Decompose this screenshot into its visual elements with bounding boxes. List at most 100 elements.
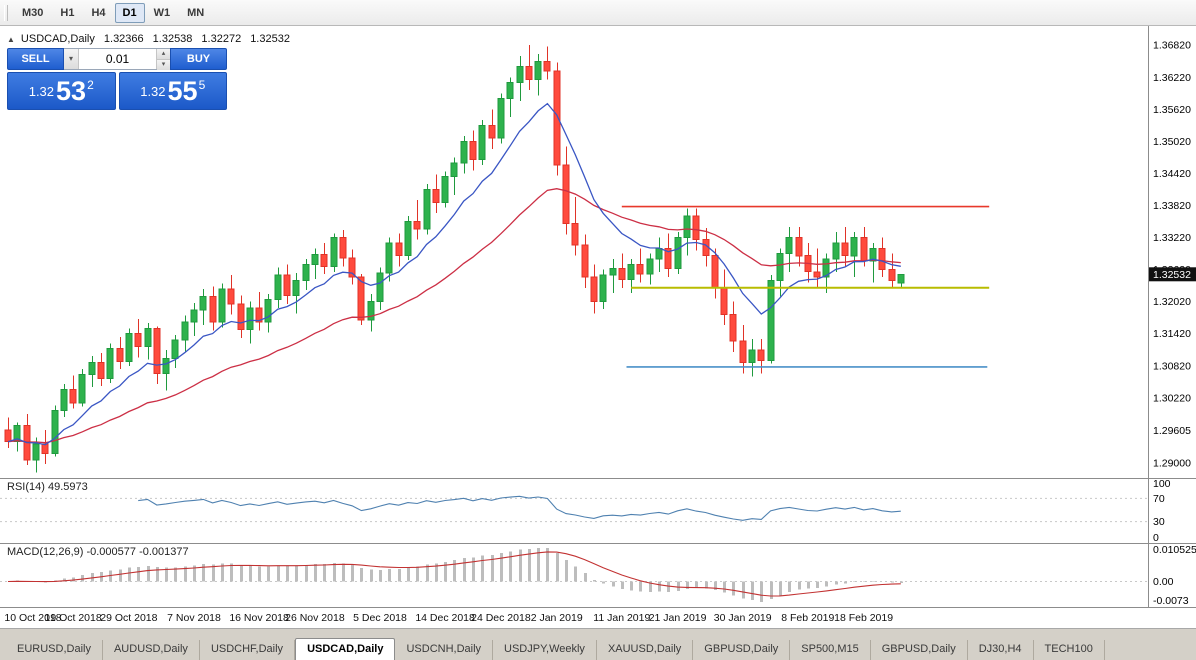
candle-body xyxy=(396,243,402,256)
tab-sp500-m15[interactable]: SP500,M15 xyxy=(790,640,870,660)
tab-xauusd-daily[interactable]: XAUUSD,Daily xyxy=(597,640,693,660)
candle-body xyxy=(563,165,569,224)
tab-usdchf-daily[interactable]: USDCHF,Daily xyxy=(200,640,295,660)
price-tick-label: 1.33220 xyxy=(1153,232,1191,244)
candle-body xyxy=(693,216,699,240)
volume-down-icon[interactable]: ▾ xyxy=(157,60,170,70)
ask-prefix: 1.32 xyxy=(140,84,165,99)
timeframe-button-h1[interactable]: H1 xyxy=(52,3,82,23)
candle-body xyxy=(182,322,188,340)
candle-body xyxy=(126,334,132,362)
one-click-trading-panel: SELL ▾ 0.01 ▴▾ BUY 1.32 53 2 1.32 55 5 xyxy=(7,48,227,110)
mt4-chart-window: M30H1H4D1W1MN 1.368201.362201.356201.350… xyxy=(0,0,1196,660)
date-tick-label: 14 Dec 2018 xyxy=(414,612,476,624)
candle-body xyxy=(507,83,513,99)
candle-body xyxy=(89,363,95,375)
ask-pips: 55 xyxy=(168,75,198,107)
candle-body xyxy=(163,358,169,373)
tab-usdjpy-weekly[interactable]: USDJPY,Weekly xyxy=(493,640,597,660)
price-tick-label: 1.29000 xyxy=(1153,458,1191,470)
tab-audusd-daily[interactable]: AUDUSD,Daily xyxy=(103,640,200,660)
candle-body xyxy=(340,238,346,258)
date-tick-label: 26 Nov 2018 xyxy=(284,612,346,624)
date-tick-label: 5 Dec 2018 xyxy=(349,612,411,624)
chart-symbol-label: USDCAD,Daily xyxy=(21,33,95,45)
candle-body xyxy=(879,248,885,269)
candle-body xyxy=(433,190,439,203)
ma-slow-line xyxy=(8,189,901,443)
price-tick-label: 1.36820 xyxy=(1153,40,1191,52)
volume-spinner[interactable]: ▴ ▾ xyxy=(156,49,170,69)
candle-body xyxy=(544,61,550,71)
price-tick-label: 1.35020 xyxy=(1153,136,1191,148)
candle-body xyxy=(637,264,643,274)
candle-body xyxy=(145,328,151,346)
candle-body xyxy=(675,238,681,269)
timeframe-button-h4[interactable]: H4 xyxy=(83,3,113,23)
volume-dropdown-icon[interactable]: ▾ xyxy=(64,49,79,69)
candle-body xyxy=(284,275,290,295)
tab-usdcad-daily[interactable]: USDCAD,Daily xyxy=(295,638,395,660)
symbol-marker-icon: ▲ xyxy=(7,35,15,44)
window-bottom-strip xyxy=(0,628,1196,637)
candle-body xyxy=(414,222,420,230)
bid-price-box[interactable]: 1.32 53 2 xyxy=(7,72,116,110)
ask-price-box[interactable]: 1.32 55 5 xyxy=(119,72,228,110)
rsi-tick-label: 70 xyxy=(1153,493,1165,505)
candle-body xyxy=(619,269,625,280)
tab-gbpusd-daily[interactable]: GBPUSD,Daily xyxy=(693,640,790,660)
macd-axis-zero-label: 0.00 xyxy=(1153,576,1174,588)
candle-body xyxy=(842,243,848,256)
candle-body xyxy=(610,269,616,275)
date-tick-label: 30 Jan 2019 xyxy=(712,612,774,624)
candle-body xyxy=(135,334,141,347)
candle-body xyxy=(52,411,58,454)
tab-eurusd-daily[interactable]: EURUSD,Daily xyxy=(6,640,103,660)
candle-body xyxy=(470,141,476,159)
candle-body xyxy=(730,315,736,342)
tab-usdcnh-daily[interactable]: USDCNH,Daily xyxy=(395,640,493,660)
candle-body xyxy=(172,340,178,358)
candle-body xyxy=(405,222,411,256)
candle-body xyxy=(535,61,541,79)
candle-body xyxy=(582,245,588,277)
rsi-panel-canvas[interactable]: 10070300 xyxy=(0,478,1196,543)
candle-body xyxy=(117,349,123,362)
candle-body xyxy=(312,255,318,265)
timeframe-button-d1[interactable]: D1 xyxy=(115,3,145,23)
tab-dj30-h4[interactable]: DJ30,H4 xyxy=(968,640,1034,660)
toolbar-grip[interactable] xyxy=(4,5,8,21)
date-tick-label: 7 Nov 2018 xyxy=(163,612,225,624)
timeframe-button-m30[interactable]: M30 xyxy=(14,3,51,23)
date-tick-label: 2 Jan 2019 xyxy=(526,612,588,624)
rsi-tick-label: 30 xyxy=(1153,516,1165,528)
date-tick-label: 19 Oct 2018 xyxy=(42,612,104,624)
volume-value[interactable]: 0.01 xyxy=(79,49,156,69)
buy-button[interactable]: BUY xyxy=(170,48,227,70)
date-tick-label: 11 Jan 2019 xyxy=(591,612,653,624)
candle-body xyxy=(489,125,495,138)
tab-gbpusd-daily[interactable]: GBPUSD,Daily xyxy=(871,640,968,660)
timeframe-button-mn[interactable]: MN xyxy=(179,3,212,23)
macd-axis-bottom-label: -0.0073 xyxy=(1153,595,1189,607)
candle-body xyxy=(451,163,457,177)
candle-body xyxy=(814,272,820,277)
rsi-tick-label: 0 xyxy=(1153,532,1159,543)
candle-body xyxy=(228,289,234,304)
candle-body xyxy=(210,296,216,322)
rsi-line xyxy=(138,496,901,520)
volume-control[interactable]: ▾ 0.01 ▴▾ xyxy=(64,48,170,70)
candle-body xyxy=(851,238,857,256)
candle-body xyxy=(79,374,85,403)
candle-body xyxy=(331,238,337,267)
candle-body xyxy=(293,280,299,295)
candle-body xyxy=(424,190,430,230)
timeframe-button-w1[interactable]: W1 xyxy=(146,3,179,23)
time-axis[interactable]: 10 Oct 201819 Oct 201829 Oct 20187 Nov 2… xyxy=(0,607,1196,628)
sell-button[interactable]: SELL xyxy=(7,48,64,70)
candle-body xyxy=(479,125,485,159)
candle-body xyxy=(265,300,271,322)
candle-body xyxy=(554,71,560,165)
tab-tech100[interactable]: TECH100 xyxy=(1034,640,1105,660)
volume-up-icon[interactable]: ▴ xyxy=(157,49,170,60)
